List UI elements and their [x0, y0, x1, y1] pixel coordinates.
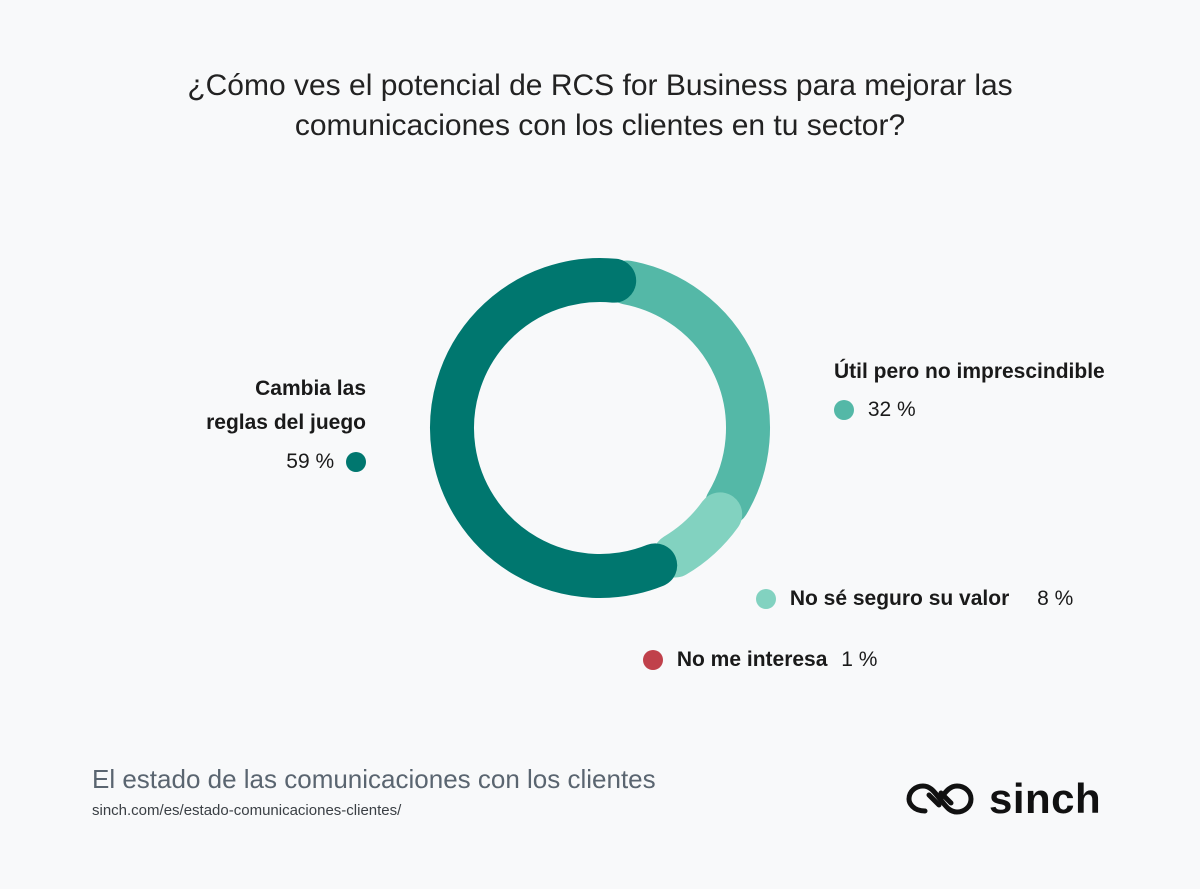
legend-value-not-interested: 1 % [841, 648, 878, 671]
chart-title: ¿Cómo ves el potencial de RCS for Busine… [0, 66, 1200, 146]
donut-segments [430, 258, 770, 598]
legend-label-game-changer-line1: Cambia las [255, 377, 366, 400]
legend-label-game-changer-line2: reglas del juego [206, 411, 366, 434]
sinch-logo: sinch [905, 775, 1101, 823]
sinch-logo-icon [906, 783, 974, 815]
chart-title-line2: comunicaciones con los clientes en tu se… [294, 109, 906, 142]
legend-value-useful-row: 32 % [834, 398, 916, 422]
legend-row-unsure: No sé seguro su valor 8 % [756, 587, 1073, 611]
donut-segment-game-changer [430, 258, 678, 598]
footer-title: El estado de las comunicaciones con los … [92, 764, 656, 794]
donut-segment-unsure [653, 492, 743, 578]
legend-value-game-changer-row: 59 % [240, 450, 366, 474]
legend-value-game-changer: 59 % [286, 450, 335, 473]
footer-url: sinch.com/es/estado-comunicaciones-clien… [92, 802, 402, 819]
legend-dot-not-interested [643, 650, 663, 671]
legend-dot-unsure [756, 589, 776, 610]
donut-segment-useful [604, 260, 770, 526]
legend-dot-useful [834, 400, 854, 421]
legend-label-not-interested: No me interesa [676, 648, 828, 671]
legend-label-unsure: No sé seguro su valor [789, 587, 1010, 610]
chart-title-line1: ¿Cómo ves el potencial de RCS for Busine… [187, 69, 1013, 102]
logo-text: sinch [989, 775, 1102, 822]
legend-value-useful: 32 % [867, 398, 916, 421]
legend-dot-game-changer [346, 452, 366, 473]
legend-label-game-changer: Cambia las reglas del juego [160, 372, 366, 440]
legend-value-unsure: 8 % [1037, 587, 1074, 610]
legend-label-useful: Útil pero no imprescindible [834, 360, 1105, 383]
legend-row-not-interested: No me interesa 1 % [643, 648, 877, 672]
